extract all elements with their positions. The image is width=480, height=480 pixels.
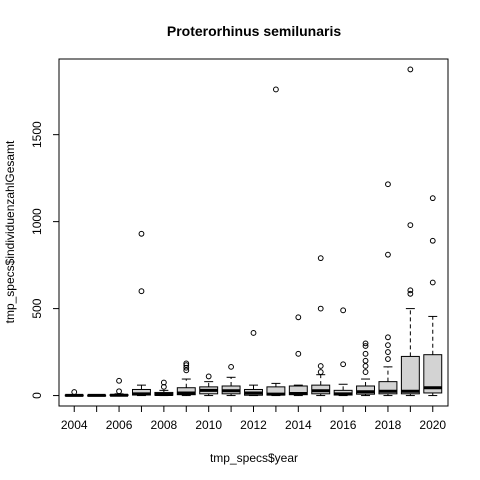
outlier-point xyxy=(385,251,391,258)
outlier-point xyxy=(250,330,257,336)
y-tick-label: 500 xyxy=(30,298,44,318)
outlier-point xyxy=(295,314,302,321)
outlier-point xyxy=(317,363,324,369)
box-2015 xyxy=(311,255,331,397)
x-axis-label: tmp_specs$year xyxy=(210,451,298,465)
box-2018 xyxy=(378,181,398,397)
y-axis: 0 500 1000 1500 xyxy=(30,121,60,399)
outlier-point xyxy=(385,334,391,341)
box-2017 xyxy=(356,340,376,397)
box-2012 xyxy=(244,330,263,397)
box-2005 xyxy=(87,393,107,397)
outlier-point xyxy=(183,360,190,367)
outlier-point xyxy=(340,361,347,368)
outlier-point xyxy=(407,66,414,73)
outlier-point xyxy=(429,195,436,202)
box-iqr xyxy=(356,385,376,395)
y-tick-label: 0 xyxy=(30,392,44,399)
box-2007 xyxy=(131,230,151,397)
outlier-point xyxy=(71,389,78,395)
x-tick-label: 2008 xyxy=(151,418,178,432)
outlier-point xyxy=(138,288,145,295)
outlier-point xyxy=(385,349,391,355)
outlier-point xyxy=(385,342,391,349)
outlier-point xyxy=(385,181,391,188)
box-iqr xyxy=(400,355,420,395)
outlier-point xyxy=(407,222,414,229)
box-2020 xyxy=(423,195,443,397)
chart-title: Proterorhinus semilunaris xyxy=(167,23,341,39)
outlier-point xyxy=(362,350,369,357)
box-2010 xyxy=(199,373,219,397)
outlier-point xyxy=(317,255,324,262)
box-2011 xyxy=(221,363,241,397)
box-2016 xyxy=(333,307,353,397)
outlier-point xyxy=(385,356,391,362)
outlier-point xyxy=(295,350,302,357)
x-tick-label: 2012 xyxy=(240,418,267,432)
outlier-point xyxy=(429,279,436,286)
outlier-point xyxy=(429,237,436,244)
outlier-point xyxy=(362,343,369,349)
boxes-layer xyxy=(64,66,443,397)
box-2013 xyxy=(266,86,286,397)
outlier-point xyxy=(116,388,122,395)
outlier-point xyxy=(362,363,369,369)
outlier-point xyxy=(317,369,324,375)
outlier-point xyxy=(340,307,347,314)
box-iqr xyxy=(176,387,196,396)
outlier-point xyxy=(138,230,145,237)
y-tick-label: 1000 xyxy=(30,208,44,235)
x-tick-label: 2004 xyxy=(61,418,88,432)
y-tick-label: 1500 xyxy=(30,121,44,148)
box-2008 xyxy=(154,379,174,397)
outlier-point xyxy=(317,305,324,312)
box-iqr xyxy=(423,354,443,394)
outlier-point xyxy=(160,379,167,386)
outlier-point xyxy=(362,369,369,375)
y-axis-label: tmp_specs$individuenzahlGesamt xyxy=(3,140,17,323)
x-tick-label: 2020 xyxy=(419,418,446,432)
outlier-point xyxy=(183,362,190,369)
x-tick-label: 2018 xyxy=(375,418,402,432)
x-tick-label: 2006 xyxy=(106,418,133,432)
x-tick-label: 2014 xyxy=(285,418,312,432)
outlier-point xyxy=(362,357,369,364)
x-axis: 2004 2006 2008 2010 2012 2014 2016 2018 2020 xyxy=(61,405,446,432)
outlier-point xyxy=(407,287,414,294)
outlier-point xyxy=(116,377,122,384)
outlier-point xyxy=(362,340,369,347)
x-tick-label: 2016 xyxy=(330,418,357,432)
x-tick-label: 2010 xyxy=(195,418,222,432)
box-2014 xyxy=(288,314,308,397)
outlier-point xyxy=(228,363,234,370)
box-2009 xyxy=(176,360,196,397)
outlier-point xyxy=(407,290,414,297)
outlier-point xyxy=(273,86,279,93)
box-2004 xyxy=(64,389,84,397)
box-2019 xyxy=(400,66,420,397)
outlier-point xyxy=(205,373,212,380)
box-2006 xyxy=(109,377,129,397)
